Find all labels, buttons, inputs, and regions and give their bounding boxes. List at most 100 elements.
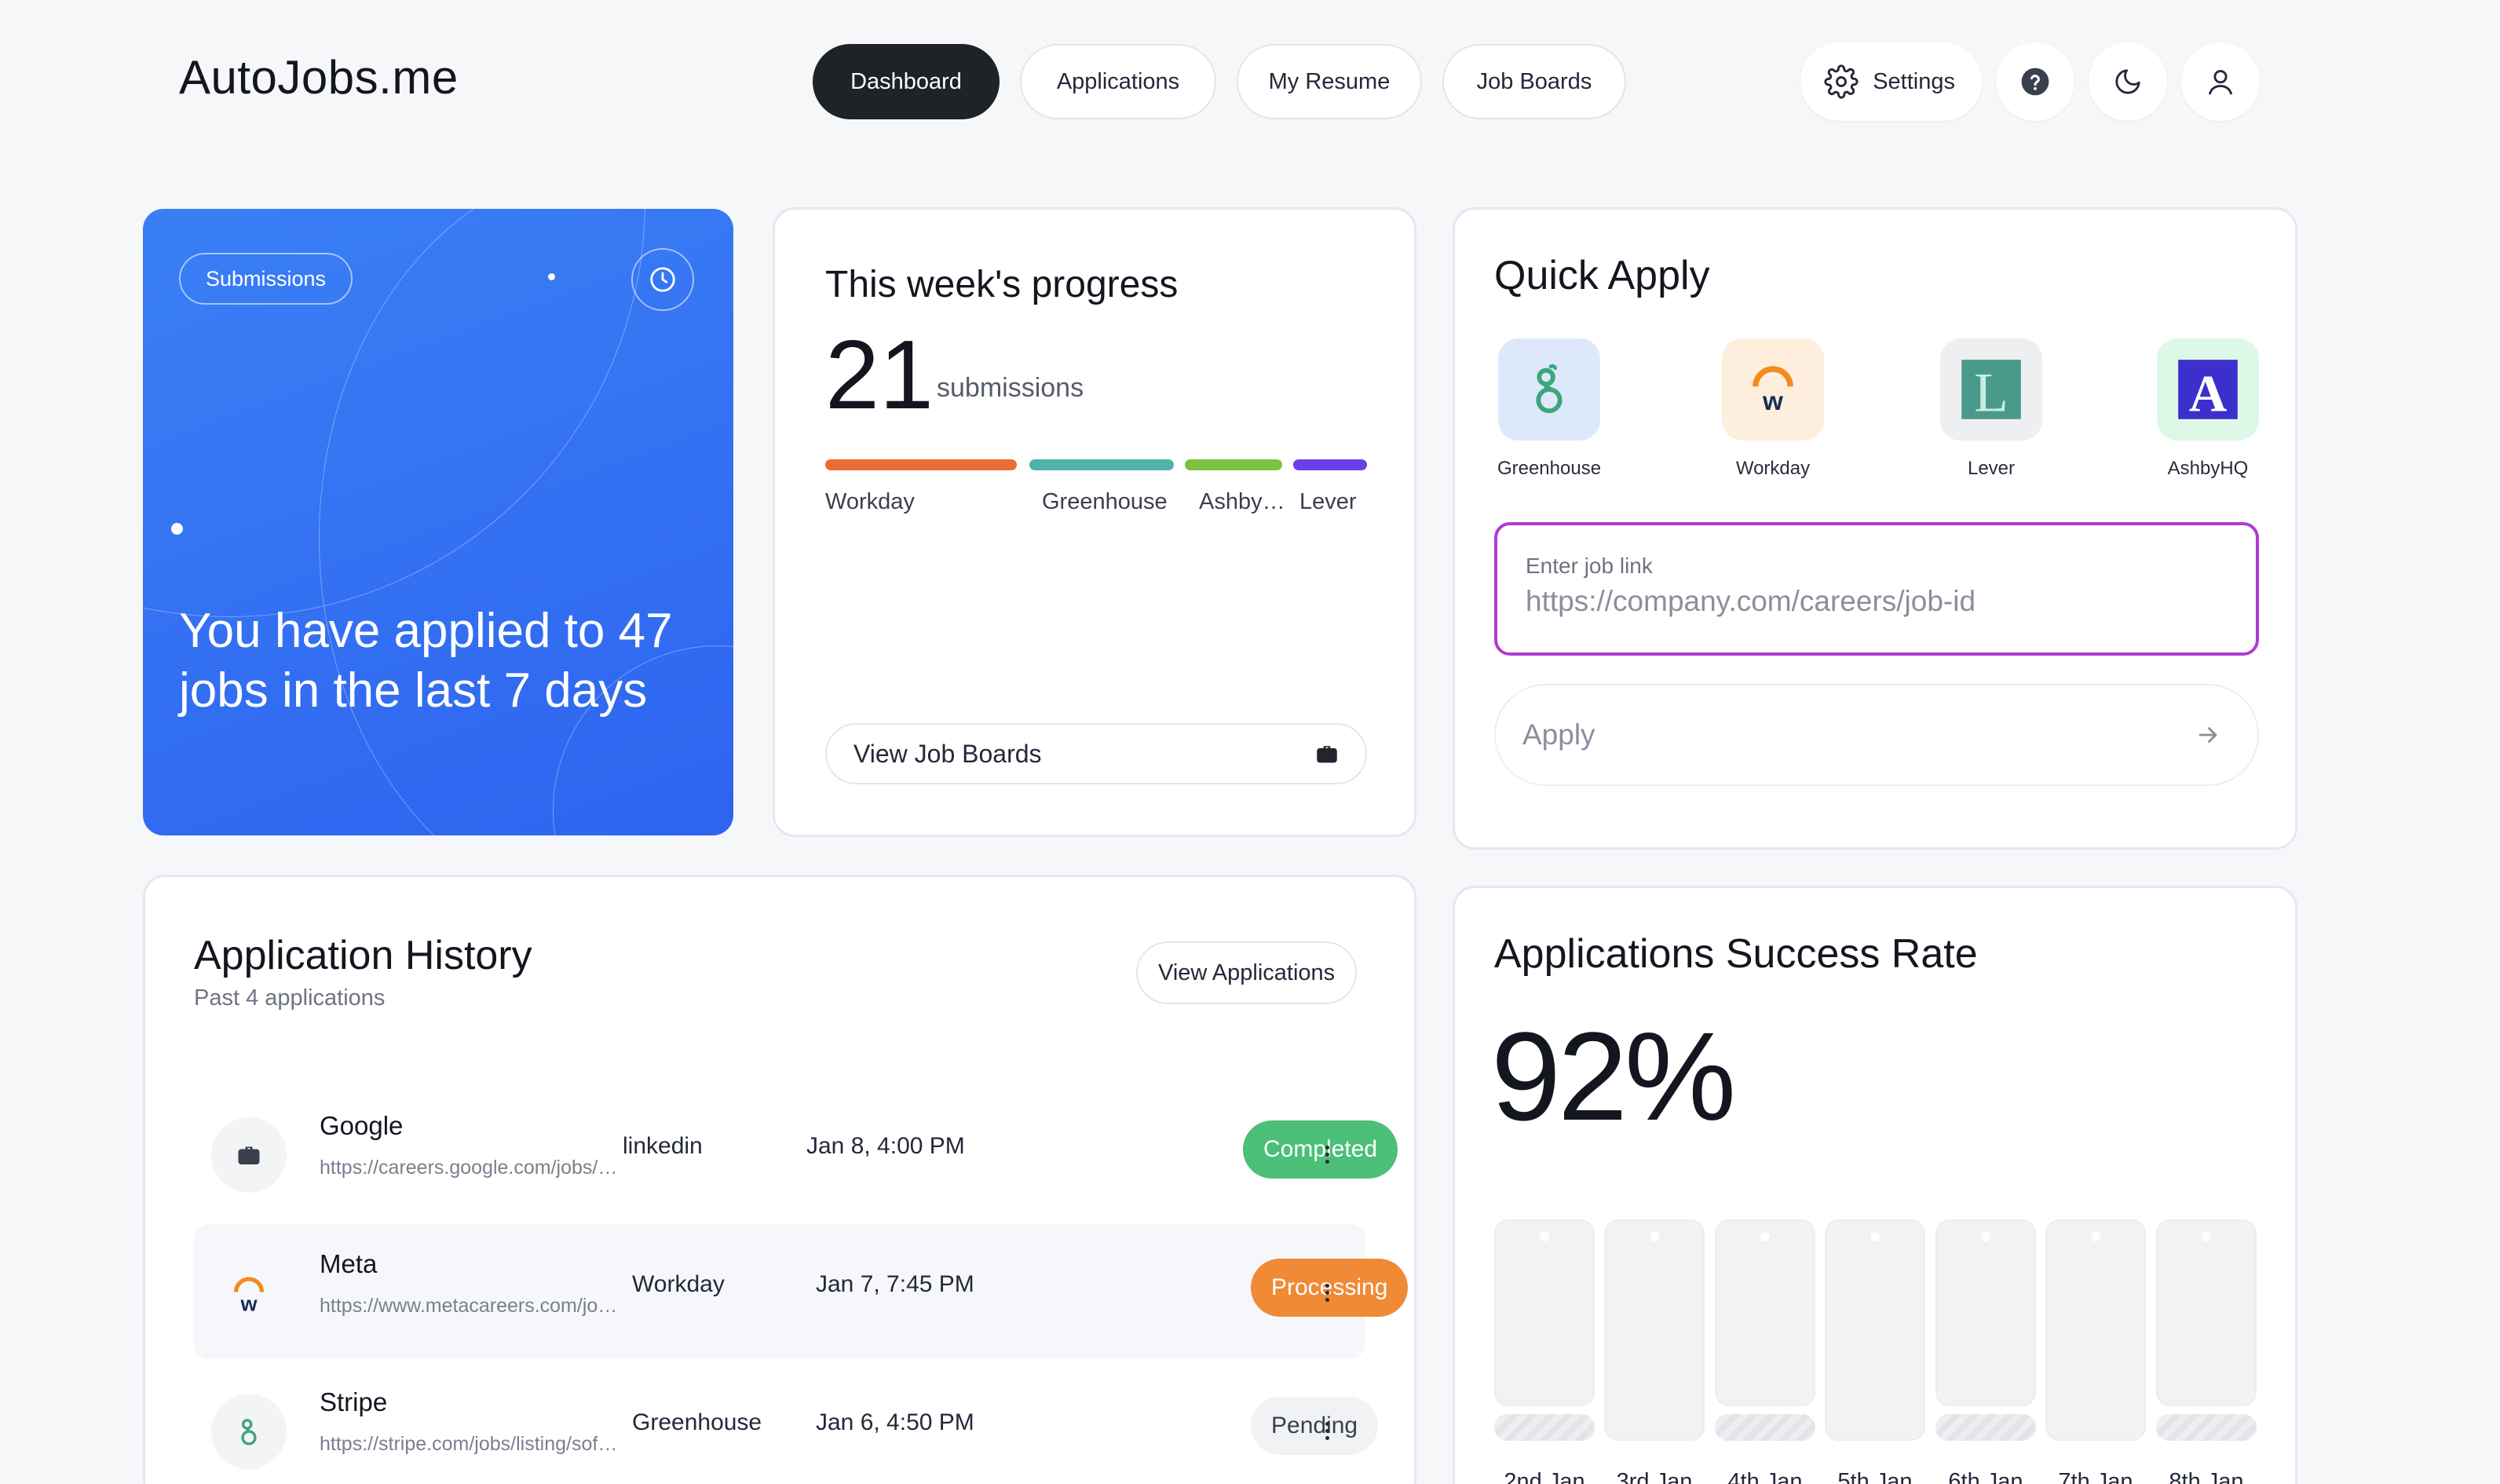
history-button[interactable]	[631, 248, 694, 311]
day-column: 5th Jan	[1825, 1219, 1925, 1484]
status-badge: Pending	[1251, 1397, 1379, 1455]
progress-label-ashby: Ashby…	[1199, 489, 1285, 514]
apply-label: Apply	[1522, 718, 1595, 751]
progress-bar-workday	[825, 459, 1017, 470]
table-row[interactable]: w Meta https://www.metacareers.com/jobs …	[194, 1224, 1409, 1359]
progress-title: This week's progress	[825, 264, 1179, 305]
job-url[interactable]: https://stripe.com/jobs/listing/software	[320, 1433, 618, 1455]
application-history-card: Application History Past 4 applications …	[143, 875, 1416, 1484]
more-options-icon[interactable]	[1315, 1273, 1339, 1312]
svg-text:w: w	[1762, 387, 1783, 416]
day-column: 8th Jan	[2156, 1219, 2257, 1484]
svg-text:w: w	[239, 1292, 258, 1316]
help-button[interactable]	[1996, 42, 2074, 121]
tab-job-boards[interactable]: Job Boards	[1442, 44, 1626, 119]
progress-label-workday: Workday	[825, 489, 915, 514]
header-actions: Settings	[1800, 42, 2260, 121]
briefcase-icon	[238, 1146, 260, 1164]
progress-bar-ashby	[1185, 459, 1282, 470]
more-options-icon[interactable]	[1315, 1135, 1339, 1174]
application-source: Workday	[632, 1271, 725, 1297]
greenhouse-icon	[1498, 338, 1600, 440]
job-link-label: Enter job link	[1526, 554, 1653, 578]
decor-dot	[548, 273, 555, 280]
day-column: 3rd Jan	[1604, 1219, 1705, 1484]
view-job-boards-button[interactable]: View Job Boards	[825, 723, 1367, 784]
view-applications-button[interactable]: View Applications	[1136, 941, 1358, 1004]
decor-dot	[171, 523, 183, 535]
tab-my-resume[interactable]: My Resume	[1237, 44, 1422, 119]
application-date: Jan 8, 4:00 PM	[806, 1133, 965, 1159]
settings-button[interactable]: Settings	[1800, 42, 1982, 121]
day-column: 7th Jan	[2045, 1219, 2146, 1484]
company-name: Stripe	[320, 1387, 388, 1416]
lever-icon: L	[1940, 338, 2042, 440]
day-column: 4th Jan	[1715, 1219, 1815, 1484]
day-label: 7th Jan	[2058, 1469, 2133, 1484]
success-title: Applications Success Rate	[1494, 931, 1978, 977]
day-label: 4th Jan	[1727, 1469, 1803, 1484]
help-icon	[2021, 68, 2049, 96]
board-workday[interactable]: w Workday	[1706, 338, 1840, 480]
arrow-right-icon	[2198, 727, 2217, 743]
application-source: Greenhouse	[632, 1409, 762, 1435]
more-options-icon[interactable]	[1315, 1411, 1339, 1450]
progress-bar-greenhouse	[1029, 459, 1174, 470]
moon-icon	[2115, 69, 2140, 94]
weekly-progress-card: This week's progress 21 submissions Work…	[773, 207, 1416, 837]
progress-label-greenhouse: Greenhouse	[1042, 489, 1168, 514]
profile-button[interactable]	[2181, 42, 2260, 121]
greenhouse-icon	[241, 1419, 257, 1446]
ashby-icon: A	[2157, 338, 2259, 440]
board-label: AshbyHQ	[2167, 458, 2249, 479]
day-label: 5th Jan	[1837, 1469, 1913, 1484]
application-date: Jan 6, 4:50 PM	[816, 1409, 974, 1435]
job-url[interactable]: https://www.metacareers.com/jobs	[320, 1295, 618, 1317]
workday-icon: w	[233, 1277, 265, 1316]
status-badge: Processing	[1251, 1259, 1409, 1317]
apply-button[interactable]: Apply	[1494, 684, 2259, 786]
company-logo	[211, 1394, 287, 1469]
day-label: 3rd Jan	[1616, 1469, 1693, 1484]
board-greenhouse[interactable]: Greenhouse	[1482, 338, 1616, 480]
user-icon	[2209, 70, 2232, 95]
workday-icon: w	[1722, 338, 1824, 440]
tab-applications[interactable]: Applications	[1020, 44, 1216, 119]
job-url[interactable]: https://careers.google.com/jobs/results	[320, 1157, 618, 1179]
tab-dashboard[interactable]: Dashboard	[813, 44, 1000, 119]
svg-text:L: L	[1974, 361, 2008, 422]
company-logo: w	[211, 1256, 287, 1331]
history-subtitle: Past 4 applications	[194, 985, 386, 1011]
summary-message: You have applied to 47 jobs in the last …	[179, 604, 673, 718]
success-rate-value: 92%	[1491, 1006, 1736, 1146]
day-column: 2nd Jan	[1494, 1219, 1595, 1484]
company-name: Google	[320, 1111, 404, 1140]
day-label: 8th Jan	[2169, 1469, 2244, 1484]
app-logo[interactable]: AutoJobs.me	[179, 51, 459, 104]
progress-bar-lever	[1293, 459, 1367, 470]
table-row[interactable]: Google https://careers.google.com/jobs/r…	[194, 1086, 1398, 1221]
progress-label-lever: Lever	[1299, 489, 1357, 514]
history-title: Application History	[194, 933, 532, 978]
board-lever[interactable]: L Lever	[1924, 338, 2058, 480]
view-job-boards-label: View Job Boards	[853, 739, 1042, 768]
application-date: Jan 7, 7:45 PM	[816, 1271, 974, 1297]
job-link-field[interactable]: Enter job link https://company.com/caree…	[1494, 522, 2259, 656]
board-label: Lever	[1967, 458, 2016, 479]
day-label: 6th Jan	[1948, 1469, 2023, 1484]
submission-unit: submissions	[937, 373, 1084, 403]
company-logo	[211, 1117, 287, 1193]
status-badge: Completed	[1243, 1120, 1398, 1179]
quick-apply-card: Quick Apply Greenhouse w Workday L Lever…	[1453, 207, 2297, 850]
quick-apply-title: Quick Apply	[1494, 253, 1710, 298]
submissions-chip[interactable]: Submissions	[179, 253, 353, 305]
board-label: Workday	[1735, 458, 1811, 479]
success-rate-card: Applications Success Rate 92% 2nd Jan 3r…	[1453, 886, 2297, 1484]
board-ashby[interactable]: A AshbyHQ	[2141, 338, 2275, 480]
main-nav: Dashboard Applications My Resume Job Boa…	[813, 44, 1626, 119]
day-label: 2nd Jan	[1504, 1469, 1585, 1484]
job-link-input[interactable]: https://company.com/careers/job-id	[1526, 585, 1976, 617]
theme-toggle-button[interactable]	[2089, 42, 2167, 121]
day-column: 6th Jan	[1935, 1219, 2036, 1484]
table-row[interactable]: Stripe https://stripe.com/jobs/listing/s…	[194, 1362, 1379, 1484]
